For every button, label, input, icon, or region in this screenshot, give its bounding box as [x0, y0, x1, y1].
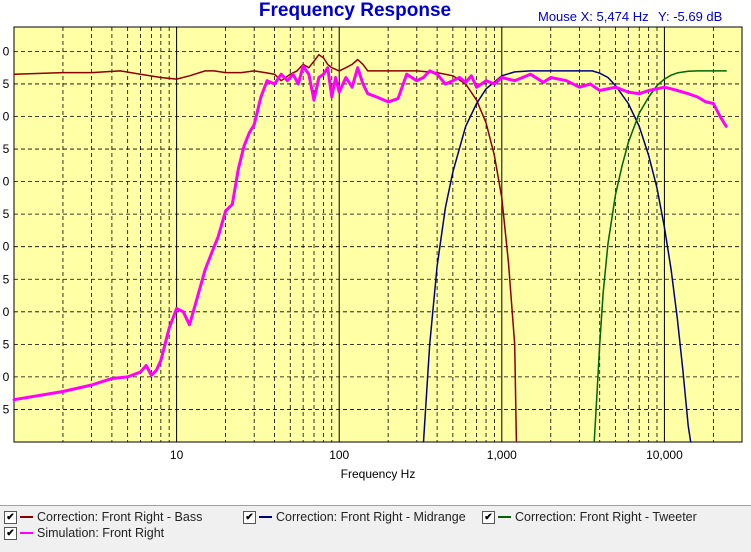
mouse-x-label: Mouse X: [538, 9, 593, 24]
checkbox-simulation[interactable]: ✔ [4, 526, 17, 540]
mouse-y-value: -5.69 dB [673, 9, 722, 24]
swatch-simulation [20, 532, 33, 534]
y-tick-label: 5 [3, 402, 10, 416]
legend-item-tweeter[interactable]: ✔ Correction: Front Right - Tweeter [482, 510, 697, 524]
legend-item-midrange[interactable]: ✔ Correction: Front Right - Midrange [243, 510, 466, 524]
grid [14, 27, 742, 442]
y-tick-label: 0 [3, 305, 10, 319]
checkbox-tweeter[interactable]: ✔ [482, 510, 495, 524]
plot-background [13, 26, 743, 443]
legend-label-bass: Correction: Front Right - Bass [37, 510, 203, 524]
legend-item-simulation[interactable]: ✔ Simulation: Front Right [4, 526, 164, 540]
x-tick-label: 1,000 [487, 448, 517, 462]
x-tick-labels: 10 100 1,000 10,000 [170, 448, 683, 462]
series-line-bass [13, 53, 518, 443]
frequency-response-chart: Frequency Response Mouse X: 5,474 Hz Y: … [2, 0, 743, 481]
mouse-readout: Mouse X: 5,474 Hz Y: -5.69 dB [538, 9, 722, 24]
y-tick-label: 0 [3, 110, 10, 124]
y-tick-label: 5 [3, 77, 10, 91]
legend-label-tweeter: Correction: Front Right - Tweeter [515, 510, 697, 524]
y-tick-label: 5 [3, 207, 10, 221]
y-tick-label: 5 [3, 272, 10, 286]
plot-area[interactable] [13, 26, 743, 443]
swatch-bass [20, 516, 33, 518]
series-line-tweeter [593, 70, 727, 443]
series-line-simulation [12, 64, 728, 402]
legend-label-simulation: Simulation: Front Right [37, 526, 165, 540]
y-tick-label: 0 [3, 44, 10, 58]
x-tick-label: 10 [170, 448, 184, 462]
x-axis-label: Frequency Hz [341, 467, 416, 481]
legend: ✔ Correction: Front Right - Bass ✔ Corre… [0, 505, 751, 552]
legend-item-bass[interactable]: ✔ Correction: Front Right - Bass [4, 510, 202, 524]
y-tick-label: 0 [3, 175, 10, 189]
y-tick-label: 0 [3, 370, 10, 384]
x-tick-label: 100 [329, 448, 349, 462]
chart-title: Frequency Response [259, 0, 451, 21]
series-group [12, 53, 728, 443]
y-tick-label: 5 [3, 337, 10, 351]
mouse-y-label: Y: [658, 9, 670, 24]
y-tick-label: 0 [3, 240, 10, 254]
y-tick-labels: 0 5 0 5 0 5 0 5 0 5 0 5 [3, 44, 10, 416]
y-tick-label: 5 [3, 142, 10, 156]
checkbox-midrange[interactable]: ✔ [243, 510, 256, 524]
legend-label-midrange: Correction: Front Right - Midrange [276, 510, 466, 524]
checkbox-bass[interactable]: ✔ [4, 510, 17, 524]
swatch-midrange [259, 516, 272, 518]
series-line-midrange [422, 70, 692, 443]
swatch-tweeter [498, 516, 511, 518]
mouse-x-value: 5,474 Hz [597, 9, 649, 24]
x-tick-label: 10,000 [646, 448, 683, 462]
